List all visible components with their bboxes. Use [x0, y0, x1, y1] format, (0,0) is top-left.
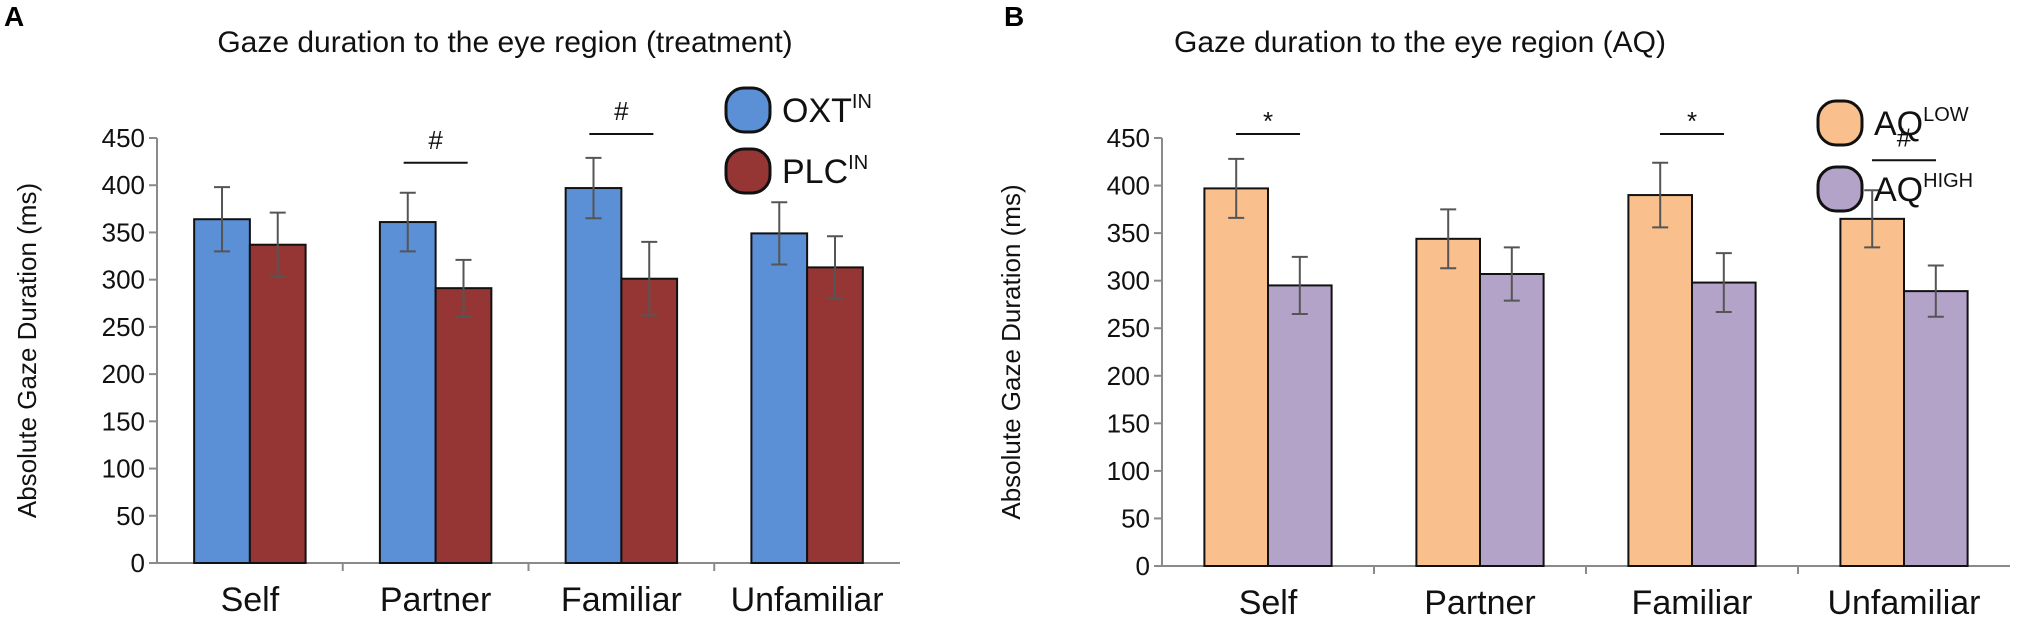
x-tick-label: Partner: [1424, 584, 1536, 622]
legend-entry-aq-high: AQHIGH: [1816, 165, 1973, 213]
x-tick-label: Unfamiliar: [731, 581, 884, 619]
y-tick-label: 50: [116, 501, 145, 531]
error-bar: [1440, 208, 1457, 270]
bar-plc-in-unfamiliar: [806, 266, 864, 564]
x-tick-label: Familiar: [561, 581, 682, 619]
bar-oxt-in-familiar: [564, 187, 623, 565]
legend-label: PLCIN: [782, 152, 868, 191]
y-tick-label: 400: [1107, 171, 1150, 201]
error-bar: [585, 156, 602, 220]
error-bar: [269, 211, 286, 278]
bar-aq-high-familiar: [1691, 281, 1757, 567]
legend-entry-oxt-in: OXTIN: [724, 86, 872, 134]
y-tick-label: 150: [1107, 408, 1150, 438]
significance-symbol: *: [1687, 106, 1697, 136]
significance-marker: *: [1660, 106, 1724, 136]
significance-marker: #: [589, 96, 654, 135]
y-tick-label: 250: [102, 312, 145, 342]
error-bar: [826, 235, 843, 300]
significance-symbol: *: [1263, 106, 1273, 136]
chart-panel-b: B Gaze duration to the eye region (AQ) Abs…: [996, 1, 2010, 622]
bar-plc-in-self: [248, 243, 307, 564]
x-tick-label: Self: [221, 581, 280, 619]
chart-title: Gaze duration to the eye region (treatme…: [217, 26, 792, 59]
legend-swatch: [724, 86, 772, 134]
panel-letter: B: [1004, 1, 1024, 32]
y-tick-label: 50: [1121, 503, 1150, 533]
significance-marker: #: [1872, 122, 1936, 162]
legend-entry-aq-low: AQLOW: [1816, 99, 1969, 147]
error-bar: [1652, 161, 1669, 229]
y-tick-label: 200: [1107, 361, 1150, 391]
bar-aq-high-unfamiliar: [1903, 290, 1969, 567]
significance-marker: #: [403, 125, 468, 164]
bar-aq-high-self: [1267, 284, 1333, 567]
bar-aq-low-partner: [1415, 237, 1482, 567]
y-tick-label: 300: [1107, 266, 1150, 296]
y-tick-label: 350: [1107, 218, 1150, 248]
x-tick-label: Unfamiliar: [1827, 584, 1980, 622]
error-bar: [1715, 252, 1732, 314]
y-tick-label: 450: [102, 123, 145, 153]
y-tick-label: 100: [102, 454, 145, 484]
error-bar: [1864, 189, 1881, 249]
y-tick-label: 100: [1107, 456, 1150, 486]
bar-plc-in-partner: [434, 287, 493, 564]
legend-label: OXTIN: [782, 91, 872, 130]
y-tick-label: 0: [1136, 551, 1150, 581]
error-bar: [771, 201, 788, 266]
x-tick-label: Partner: [380, 581, 492, 619]
panel-letter: A: [4, 1, 24, 32]
y-axis-label: Absolute Gaze Duration (ms): [12, 183, 42, 518]
legend-swatch: [1816, 165, 1864, 213]
error-bar: [1503, 246, 1520, 302]
error-bar: [399, 191, 416, 253]
legend-label: AQLOW: [1874, 104, 1969, 143]
bar-oxt-in-partner: [378, 221, 437, 565]
y-tick-label: 400: [102, 170, 145, 200]
chart-title: Gaze duration to the eye region (AQ): [1174, 26, 1666, 59]
bar-oxt-in-unfamiliar: [750, 232, 809, 564]
significance-symbol: #: [614, 96, 629, 126]
chart-panel-a: A Gaze duration to the eye region (treatm…: [4, 1, 900, 619]
y-tick-label: 450: [1107, 123, 1150, 153]
y-axis-label: Absolute Gaze Duration (ms): [996, 184, 1026, 519]
y-tick-label: 150: [102, 406, 145, 436]
significance-symbol: #: [1897, 122, 1912, 152]
significance-marker: *: [1236, 106, 1300, 136]
error-bar: [1927, 264, 1944, 318]
legend-swatch: [724, 147, 772, 195]
bar-aq-low-unfamiliar: [1839, 217, 1906, 567]
bar-aq-low-self: [1203, 187, 1270, 568]
legend-entry-plc-in: PLCIN: [724, 147, 868, 195]
bar-aq-high-partner: [1479, 273, 1545, 567]
significance-symbol: #: [428, 125, 443, 155]
error-bar: [1291, 255, 1308, 315]
error-bar: [1228, 157, 1245, 219]
x-tick-label: Self: [1239, 584, 1298, 622]
y-tick-label: 250: [1107, 313, 1150, 343]
y-tick-label: 200: [102, 359, 145, 389]
legend-swatch: [1816, 99, 1864, 147]
bar-oxt-in-self: [193, 218, 251, 564]
x-tick-label: Familiar: [1632, 584, 1753, 622]
legend-label: AQHIGH: [1874, 170, 1973, 209]
error-bar: [641, 240, 658, 317]
y-tick-label: 0: [131, 548, 145, 578]
y-tick-label: 300: [102, 265, 145, 295]
bar-plc-in-familiar: [620, 277, 679, 564]
y-tick-label: 350: [102, 217, 145, 247]
error-bar: [455, 258, 472, 318]
bar-aq-low-familiar: [1627, 194, 1694, 567]
error-bar: [214, 186, 231, 253]
